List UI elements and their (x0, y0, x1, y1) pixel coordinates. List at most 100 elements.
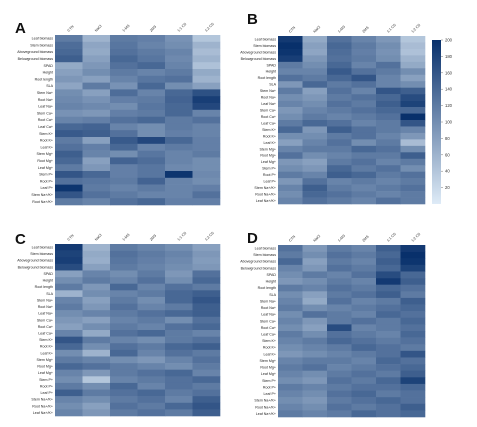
column-label: 1:2 CS (411, 232, 422, 243)
heatmap-cell (165, 191, 193, 199)
row-label: Root Ca+ (261, 326, 276, 330)
heatmap-cell (82, 303, 111, 311)
heatmap-cell (82, 402, 111, 410)
heatmap-cell (137, 369, 166, 377)
heatmap-cell (376, 48, 401, 56)
heatmap-cell (278, 370, 303, 378)
heatmap-cell (82, 277, 111, 284)
heatmap-cell (110, 396, 138, 404)
heatmap-cell (137, 257, 166, 265)
heatmap-cell (192, 310, 221, 318)
column-label: 1:2 CS (411, 23, 422, 34)
heatmap-cell (165, 349, 193, 357)
heatmap-cell (278, 100, 303, 108)
heatmap-cell (376, 61, 401, 69)
heatmap-cell (192, 137, 221, 145)
heatmap-cell (137, 62, 166, 70)
row-label: Root K+ (40, 345, 53, 349)
heatmap-cell (165, 123, 193, 131)
heatmap-cell (351, 100, 377, 108)
heatmap-cell (327, 36, 352, 43)
row-label: Leaf Ca+ (38, 125, 53, 129)
heatmap-cell (192, 191, 221, 199)
heatmap-cell (82, 349, 111, 357)
heatmap-cell (351, 258, 377, 266)
heatmap-cell (351, 171, 377, 179)
heatmap-cell (376, 311, 401, 319)
heatmap-cell (165, 270, 193, 278)
heatmap-cell (55, 369, 83, 377)
heatmap-cell (400, 271, 426, 279)
heatmap-cell (327, 370, 352, 378)
heatmap-cell (192, 277, 221, 284)
row-label: Leaf P+ (264, 392, 277, 396)
heatmap-cell (165, 89, 193, 97)
heatmap-cell (302, 152, 328, 160)
heatmap-cell (376, 258, 401, 266)
heatmap-cell (192, 55, 221, 63)
heatmap-cell (400, 152, 426, 160)
heatmap-cell (165, 184, 193, 192)
heatmap-cell (82, 369, 111, 377)
heatmap-cell (327, 271, 352, 279)
heatmap-cell (278, 171, 303, 179)
heatmap-cell (400, 197, 426, 205)
heatmap-cell (192, 48, 221, 56)
heatmap-cell (82, 389, 111, 397)
heatmap-cell (400, 132, 426, 140)
heatmap-cell (55, 349, 83, 357)
heatmap-cell (137, 270, 166, 278)
heatmap-cell (192, 177, 221, 185)
column-label: 1:1 CS (386, 23, 397, 34)
heatmap-cell (82, 270, 111, 278)
heatmap-cell (55, 356, 83, 364)
heatmap-cell (302, 264, 328, 272)
heatmap-cell (137, 143, 166, 151)
heatmap-cell (110, 69, 138, 77)
heatmap-cell (400, 364, 426, 371)
row-label: Root K+ (40, 139, 53, 143)
heatmap-cell (137, 191, 166, 199)
row-label: Stem P+ (262, 167, 276, 171)
heatmap-cell (376, 158, 401, 166)
heatmap-cell (351, 271, 377, 279)
heatmap-cell (165, 96, 193, 104)
heatmap-cell (110, 150, 138, 158)
heatmap-cell (302, 191, 328, 198)
row-label: Root Na+ (261, 96, 276, 100)
heatmap-cell (278, 350, 303, 358)
row-label: Leaf P+ (264, 180, 277, 184)
heatmap-cell (82, 356, 111, 364)
heatmap-cell (327, 113, 352, 121)
row-label: Root Ca+ (38, 325, 53, 329)
heatmap-cell (55, 75, 83, 83)
heatmap-cell (278, 87, 303, 95)
heatmap-cell (82, 376, 111, 384)
row-label: SPAD (43, 64, 53, 68)
heatmap-cell (82, 296, 111, 304)
heatmap-cell (351, 264, 377, 272)
heatmap-cell (82, 198, 111, 206)
heatmap-cell (55, 244, 83, 251)
heatmap-cell (165, 35, 193, 43)
heatmap-cell (327, 357, 352, 365)
heatmap-cell (82, 75, 111, 83)
heatmap-cell (302, 126, 328, 134)
heatmap-cell (192, 244, 221, 251)
heatmap-cell (55, 376, 83, 384)
heatmap-cell (192, 157, 221, 165)
heatmap-cell (400, 324, 426, 332)
row-label: Aboveground biomass (17, 259, 53, 263)
heatmap-cell (400, 251, 426, 259)
heatmap-cell (376, 184, 401, 192)
heatmap-cell (400, 390, 426, 398)
heatmap-cell (192, 283, 221, 291)
heatmap-cell (165, 150, 193, 158)
heatmap-cell (137, 177, 166, 185)
column-label: NaCl (313, 234, 322, 243)
heatmap-cell (165, 369, 193, 377)
heatmap-cell (137, 303, 166, 311)
heatmap-cell (400, 158, 426, 166)
heatmap-cell (351, 132, 377, 140)
